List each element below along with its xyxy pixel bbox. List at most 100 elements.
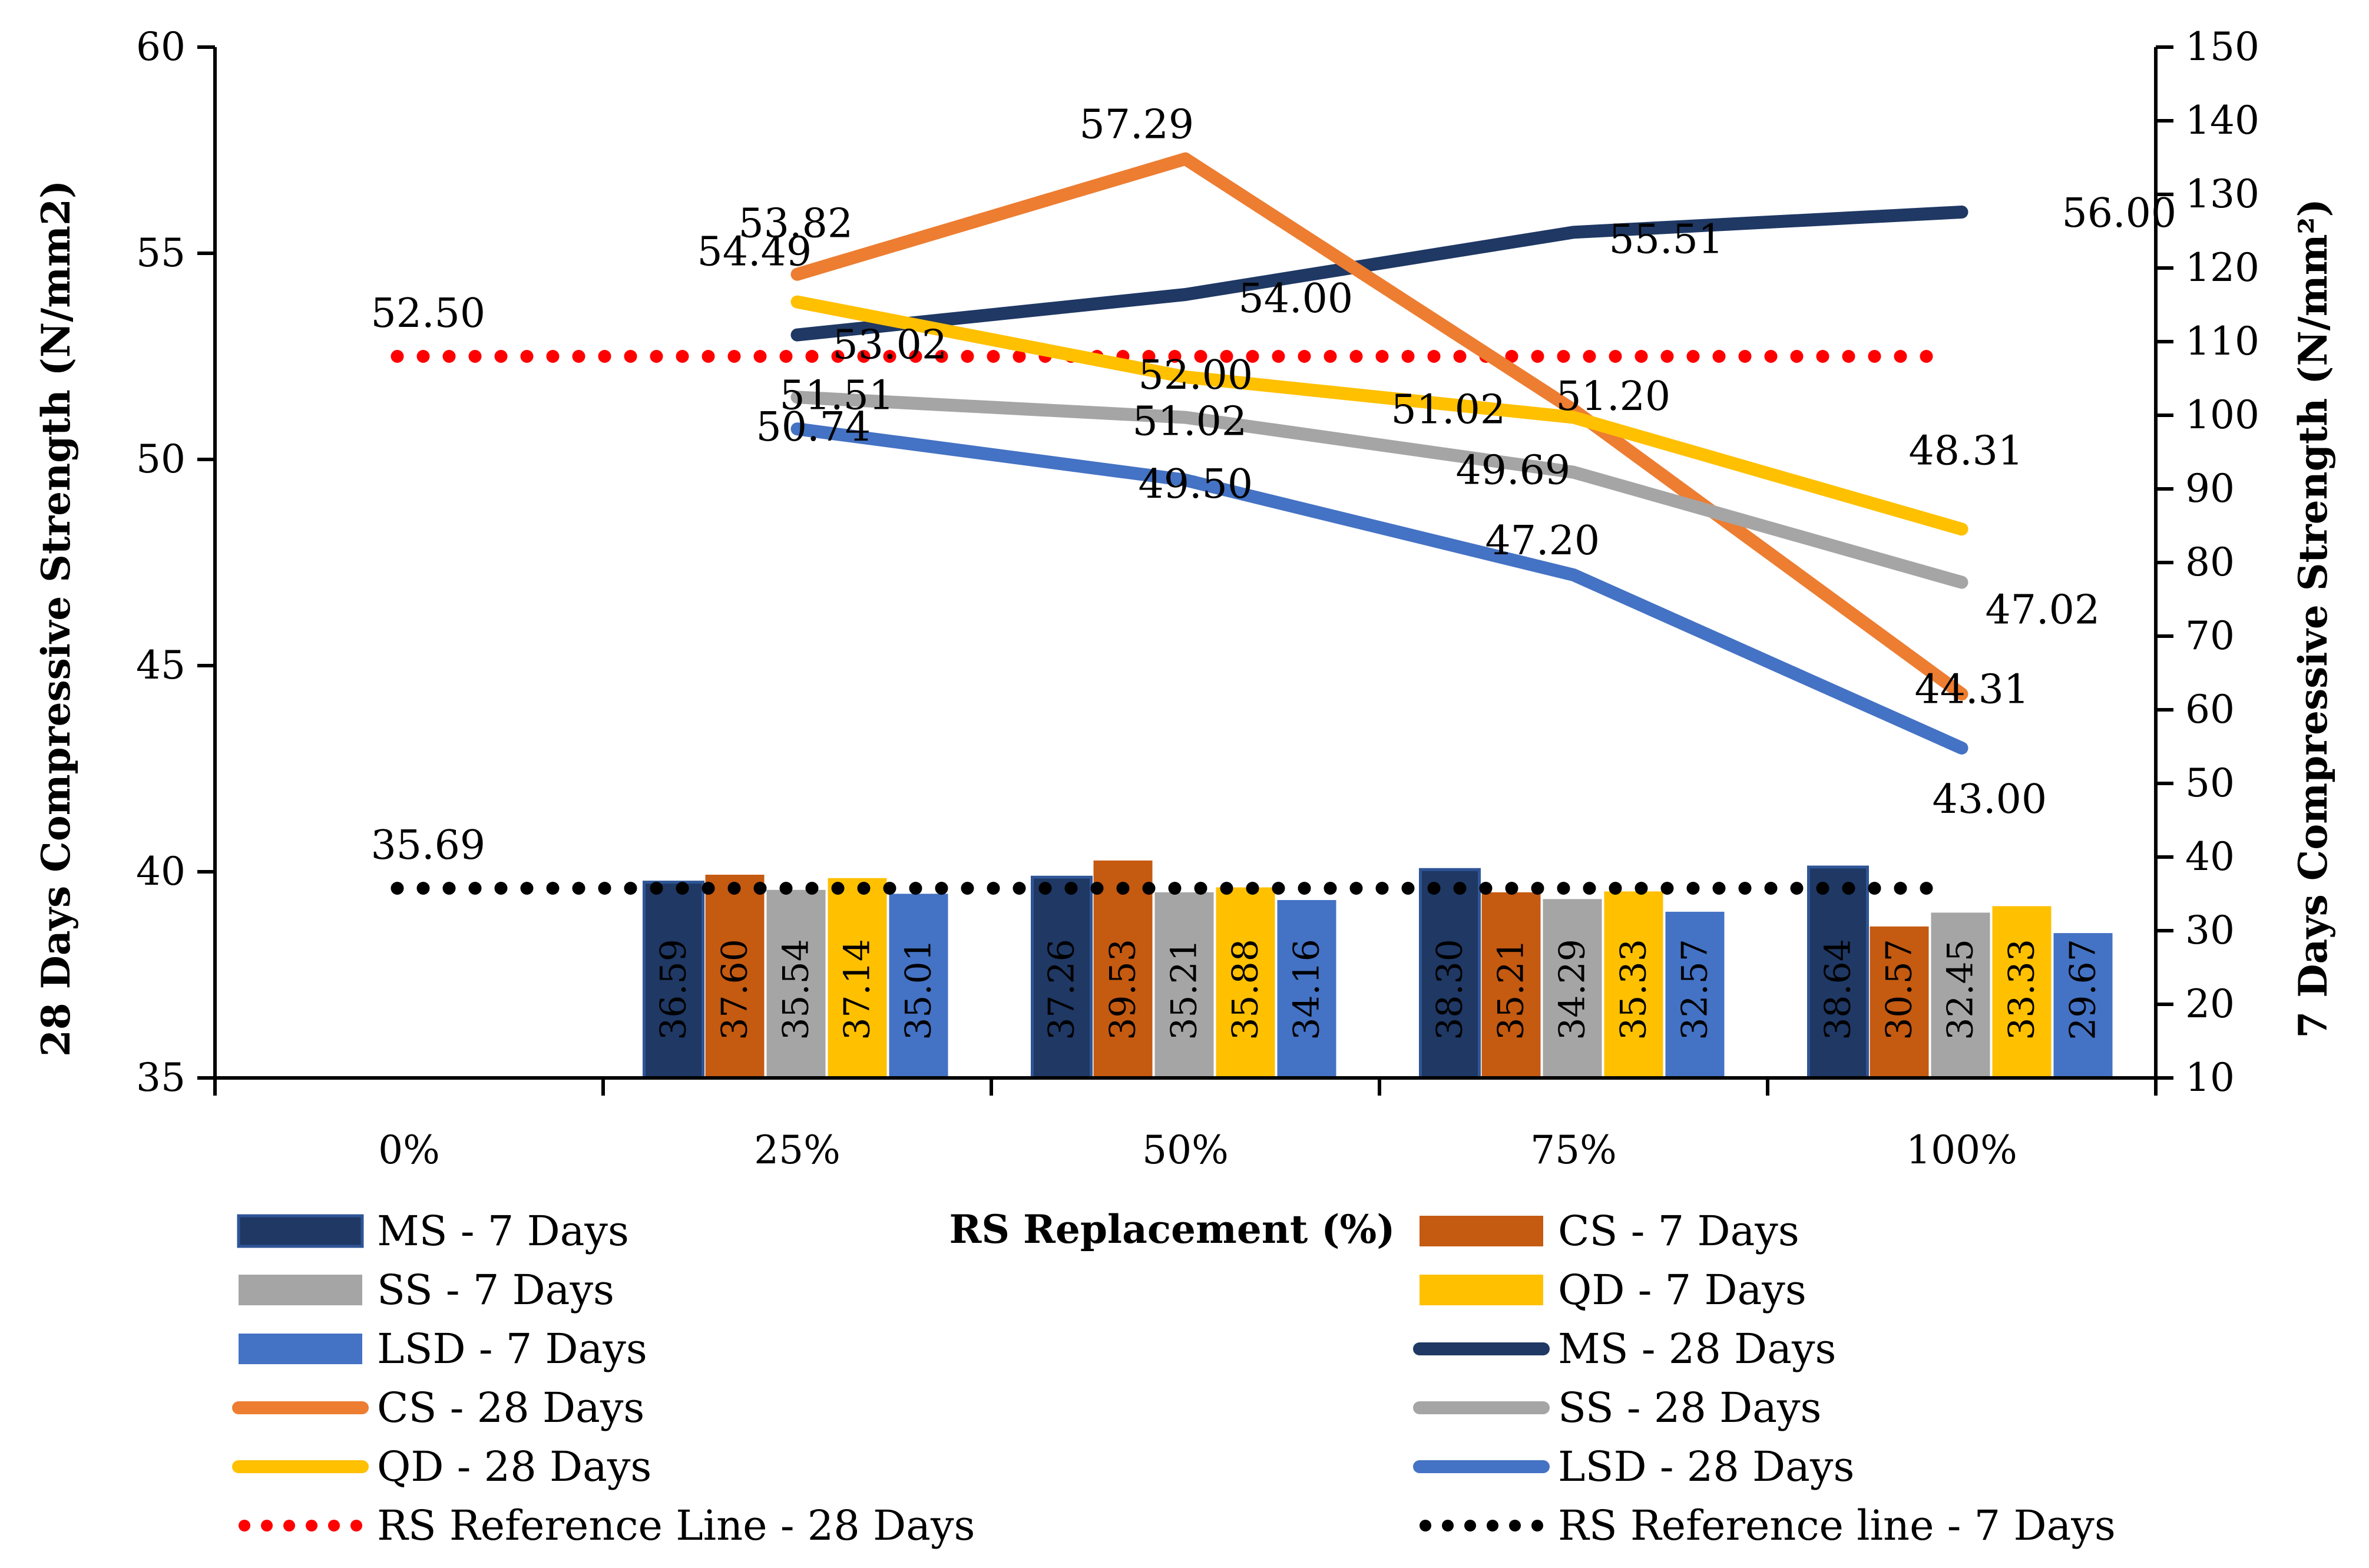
bar-value-label: 37.14	[837, 939, 878, 1040]
line-value-label: 52.00	[1139, 352, 1253, 399]
y-right-tick-label: 20	[2185, 981, 2235, 1027]
line-lsd-28-days	[790, 422, 1968, 755]
reference-line-label: 52.50	[371, 290, 486, 337]
y-left-tick-label: 35	[136, 1055, 186, 1100]
legend-label: RS Reference Line - 28 Days	[377, 1501, 975, 1550]
legend-swatch	[1420, 1275, 1543, 1305]
line-value-label: 48.31	[1909, 428, 2024, 474]
bar-value-label: 35.21	[1491, 939, 1532, 1040]
line-value-label: 54.49	[697, 229, 812, 276]
line-value-label: 57.29	[1080, 102, 1195, 148]
y-right-tick-label: 140	[2185, 98, 2259, 143]
bar-value-label: 35.21	[1164, 939, 1205, 1040]
y-right-tick-label: 10	[2185, 1055, 2235, 1100]
legend-label: CS - 7 Days	[1558, 1207, 1799, 1255]
bar-value-label: 32.45	[1940, 939, 1981, 1040]
y-left-tick-label: 55	[136, 230, 186, 276]
bar-layer	[643, 860, 2113, 1080]
x-tick-label: 25%	[754, 1127, 841, 1173]
bar-value-label: 35.54	[776, 939, 817, 1040]
legend-item-ss-7-days: SS - 7 Days	[239, 1266, 614, 1314]
bar-value-label: 38.64	[1818, 939, 1859, 1040]
legend-item-ss-28-days: SS - 28 Days	[1413, 1384, 1821, 1432]
x-tick-label: 75%	[1530, 1127, 1617, 1173]
bar-value-label: 36.59	[653, 939, 694, 1040]
legend-label: MS - 7 Days	[377, 1207, 629, 1255]
y-axis-right-title: 7 Days Compressive Strength (N/mm²)	[2290, 199, 2336, 1038]
bar-cs-7-days-2	[1093, 860, 1153, 1078]
bar-qd-7-days-1	[828, 878, 887, 1078]
line-value-label: 55.51	[1609, 216, 1724, 263]
bar-value-label: 35.01	[898, 939, 939, 1040]
bar-qd-7-days-2	[1216, 887, 1275, 1078]
bar-ss-7-days-2	[1154, 892, 1214, 1078]
y-right-tick-label: 120	[2185, 245, 2259, 290]
bar-value-label: 29.67	[2063, 939, 2104, 1040]
y-left-tick-label: 50	[136, 436, 186, 482]
legend-label: SS - 28 Days	[1558, 1384, 1821, 1432]
bar-ms-7-days-2	[1031, 875, 1093, 1080]
x-tick-label: 50%	[1142, 1127, 1229, 1173]
bar-cs-7-days-4	[1870, 926, 1929, 1078]
reference-line-label: 35.69	[371, 822, 486, 869]
legend-item-rs-reference-line-7-days: RS Reference line - 7 Days	[1420, 1501, 2116, 1550]
legend-swatch	[1420, 1216, 1543, 1246]
y-right-tick-label: 70	[2185, 613, 2235, 659]
axis-title-layer: 28 Days Compressive Strength (N/mm2) 7 D…	[33, 180, 2336, 1252]
legend-swatch	[237, 1214, 364, 1248]
legend-swatch	[239, 1334, 362, 1364]
y-right-tick-label: 150	[2185, 24, 2259, 70]
bar-value-label: 35.33	[1613, 939, 1655, 1040]
line-value-label: 54.00	[1239, 276, 1354, 322]
y-right-tick-label: 90	[2185, 466, 2235, 511]
axes-layer: 35 40 45 50 55 60 10 20 30 40 50 60 70 80 90 100 110 120 1…	[136, 24, 2259, 1173]
bar-lsd-7-days-2	[1277, 900, 1336, 1078]
y-axis-left-title: 28 Days Compressive Strength (N/mm2)	[33, 180, 79, 1057]
y-right-tick-label: 100	[2185, 392, 2259, 438]
data-label-layer: 36.59 37.26 38.30 38.64 37.60 39.53 35.21 30.57…	[371, 102, 2177, 1040]
legend-item-cs-28-days: CS - 28 Days	[232, 1384, 644, 1432]
bar-cs-7-days-1	[705, 875, 765, 1078]
bar-ss-7-days-3	[1543, 899, 1602, 1078]
y-right-tick-label: 60	[2185, 687, 2235, 732]
legend-item-qd-7-days: QD - 7 Days	[1420, 1266, 1806, 1314]
y-right-tick-label: 130	[2185, 171, 2259, 217]
bar-value-label: 33.33	[2001, 939, 2043, 1040]
legend-label: RS Reference line - 7 Days	[1558, 1501, 2116, 1550]
line-value-label: 53.02	[833, 322, 948, 369]
legend-item-qd-28-days: QD - 28 Days	[232, 1443, 651, 1491]
legend-label: LSD - 7 Days	[377, 1325, 647, 1373]
line-ms-28-days	[790, 206, 1968, 342]
legend-item-ms-7-days: MS - 7 Days	[237, 1207, 629, 1255]
y-right-tick-label: 110	[2185, 319, 2259, 364]
bar-value-label: 35.88	[1225, 939, 1266, 1040]
reference-line-layer	[391, 350, 1954, 895]
bar-value-label: 34.16	[1286, 939, 1328, 1040]
bar-cs-7-days-3	[1481, 892, 1541, 1078]
legend-item-ms-28-days: MS - 28 Days	[1413, 1325, 1836, 1373]
legend-item-rs-reference-line-28-days: RS Reference Line - 28 Days	[239, 1501, 975, 1550]
legend-label: MS - 28 Days	[1558, 1325, 1836, 1373]
x-tick-label: 100%	[1906, 1127, 2017, 1173]
y-right-tick-label: 40	[2185, 834, 2235, 879]
bar-value-label: 30.57	[1879, 939, 1920, 1040]
y-right-tick-label: 30	[2185, 908, 2235, 953]
line-value-label: 53.82	[739, 201, 853, 247]
line-value-label: 56.00	[2062, 190, 2177, 237]
line-value-label: 51.02	[1133, 399, 1248, 445]
line-cs-28-days	[790, 152, 1968, 701]
legend: MS - 7 Days CS - 7 Days SS - 7 Days QD - 7 …	[232, 1207, 2116, 1550]
line-layer	[790, 152, 1968, 755]
bar-value-label: 38.30	[1430, 939, 1471, 1040]
y-left-tick-label: 60	[136, 24, 186, 70]
legend-label: QD - 7 Days	[1558, 1266, 1806, 1314]
bar-lsd-7-days-4	[2053, 933, 2113, 1078]
line-value-label: 51.51	[780, 372, 895, 419]
legend-label: QD - 28 Days	[377, 1443, 651, 1491]
bar-lsd-7-days-3	[1665, 911, 1725, 1078]
line-value-label: 50.74	[756, 404, 871, 451]
bar-qd-7-days-4	[1992, 906, 2052, 1078]
line-value-label: 44.31	[1915, 666, 2030, 713]
y-right-tick-label: 80	[2185, 540, 2235, 585]
